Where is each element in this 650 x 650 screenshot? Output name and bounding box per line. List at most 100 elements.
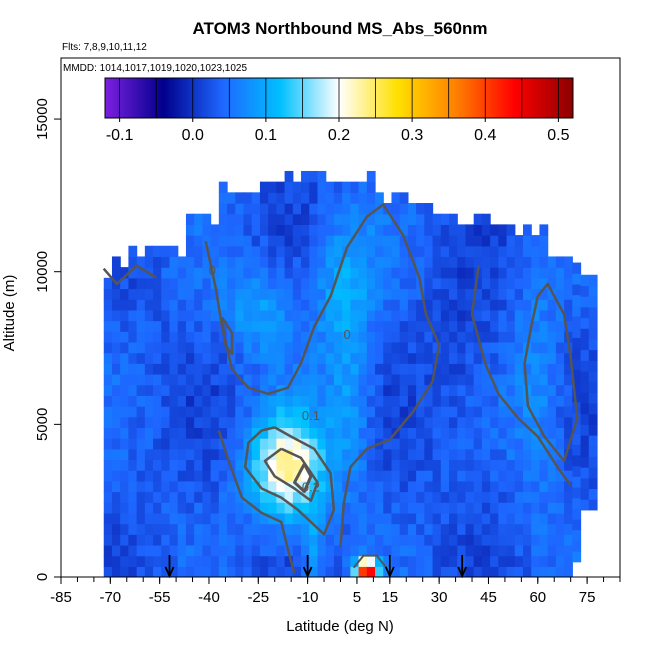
heatmap-cell <box>457 480 467 493</box>
heatmap-cell <box>366 395 376 407</box>
heatmap-cell <box>375 309 384 322</box>
heatmap-cell <box>531 555 541 567</box>
heatmap-cell <box>317 170 327 183</box>
heatmap-cell <box>580 360 590 372</box>
heatmap-cell <box>218 299 228 311</box>
heatmap-cell <box>153 288 162 300</box>
heatmap-cell <box>103 502 113 514</box>
heatmap-cell <box>391 438 401 450</box>
heatmap-cell <box>292 566 302 577</box>
heatmap-cell <box>391 299 401 311</box>
heatmap-cell <box>424 512 434 525</box>
heatmap-cell <box>284 181 294 193</box>
heatmap-cell <box>440 406 450 418</box>
heatmap-cell <box>399 256 409 268</box>
heatmap-cell <box>490 245 499 258</box>
heatmap-cell <box>424 427 434 439</box>
heatmap-cell <box>481 213 491 225</box>
heatmap-cell <box>407 309 417 322</box>
heatmap-cell <box>498 470 508 482</box>
contour-line <box>217 430 296 575</box>
heatmap-cell <box>358 512 368 525</box>
heatmap-cell <box>309 277 319 290</box>
heatmap-cell <box>194 245 203 258</box>
heatmap-cell <box>449 438 458 450</box>
heatmap-cell <box>301 523 310 535</box>
heatmap-cell <box>325 459 335 471</box>
heatmap-cell <box>120 373 130 386</box>
heatmap-cell <box>136 459 146 471</box>
heatmap-cell <box>539 502 549 514</box>
heatmap-cell <box>547 491 557 503</box>
heatmap-cell <box>424 267 434 279</box>
heatmap-cell <box>572 497 582 509</box>
heatmap-cell <box>432 406 442 418</box>
heatmap-cell <box>440 459 450 471</box>
heatmap-cell <box>268 320 277 332</box>
heatmap-cell <box>481 373 491 386</box>
heatmap-cell <box>555 459 565 471</box>
heatmap-cell <box>432 470 442 482</box>
heatmap-cell <box>440 523 450 535</box>
heatmap-cell <box>407 235 417 247</box>
heatmap-cell <box>514 555 524 567</box>
heatmap-cell <box>153 384 162 396</box>
heatmap-cell <box>268 438 277 450</box>
heatmap-cell <box>325 363 335 375</box>
heatmap-cell <box>218 235 228 247</box>
heatmap-cell <box>522 512 532 525</box>
heatmap-cell <box>432 448 442 461</box>
heatmap-cell <box>243 309 253 322</box>
heatmap-cell <box>177 427 187 439</box>
heatmap-cell <box>235 267 245 279</box>
heatmap-cell <box>309 181 319 193</box>
heatmap-cell <box>366 523 376 535</box>
heatmap-cell <box>301 352 310 364</box>
heatmap-cell <box>243 555 253 567</box>
heatmap-cell <box>522 534 532 546</box>
heatmap-cell <box>136 555 146 567</box>
heatmap-cell <box>218 406 228 418</box>
heatmap-cell <box>416 406 425 418</box>
heatmap-cell <box>465 267 475 279</box>
heatmap-cell <box>391 470 401 482</box>
heatmap-cell <box>449 213 458 225</box>
heatmap-cell <box>383 523 393 535</box>
heatmap-cell <box>531 395 541 407</box>
heatmap-cell <box>259 309 269 322</box>
heatmap-cell <box>301 170 310 183</box>
heatmap-cell <box>588 467 598 479</box>
heatmap-cell <box>210 352 220 364</box>
heatmap-cell <box>185 341 195 354</box>
heatmap-cell <box>506 534 516 546</box>
heatmap-cell <box>342 331 351 343</box>
heatmap-cell <box>366 213 376 225</box>
heatmap-cell <box>514 480 524 493</box>
heatmap-cell <box>325 427 335 439</box>
heatmap-cell <box>243 566 253 577</box>
heatmap-cell <box>457 288 467 300</box>
heatmap-cell <box>301 277 310 290</box>
heatmap-cell <box>103 416 113 429</box>
heatmap-cell <box>120 512 130 525</box>
heatmap-cell <box>498 235 508 247</box>
heatmap-cell <box>276 480 286 493</box>
heatmap-cell <box>498 341 508 354</box>
heatmap-cell <box>432 256 442 268</box>
heatmap-cell <box>342 309 351 322</box>
heatmap-cell <box>383 341 393 354</box>
heatmap-cell <box>292 331 302 343</box>
heatmap-cell <box>440 331 450 343</box>
heatmap-cell <box>572 551 582 563</box>
heatmap-cell <box>144 459 154 471</box>
heatmap-cell <box>235 395 245 407</box>
heatmap-cell <box>416 480 425 493</box>
heatmap-cell <box>358 288 368 300</box>
heatmap-cell <box>292 288 302 300</box>
heatmap-cell <box>301 192 310 204</box>
heatmap-cell <box>391 352 401 364</box>
heatmap-cell <box>218 277 228 290</box>
heatmap-cell <box>111 544 121 557</box>
heatmap-cell <box>185 299 195 311</box>
heatmap-cell <box>555 352 565 364</box>
